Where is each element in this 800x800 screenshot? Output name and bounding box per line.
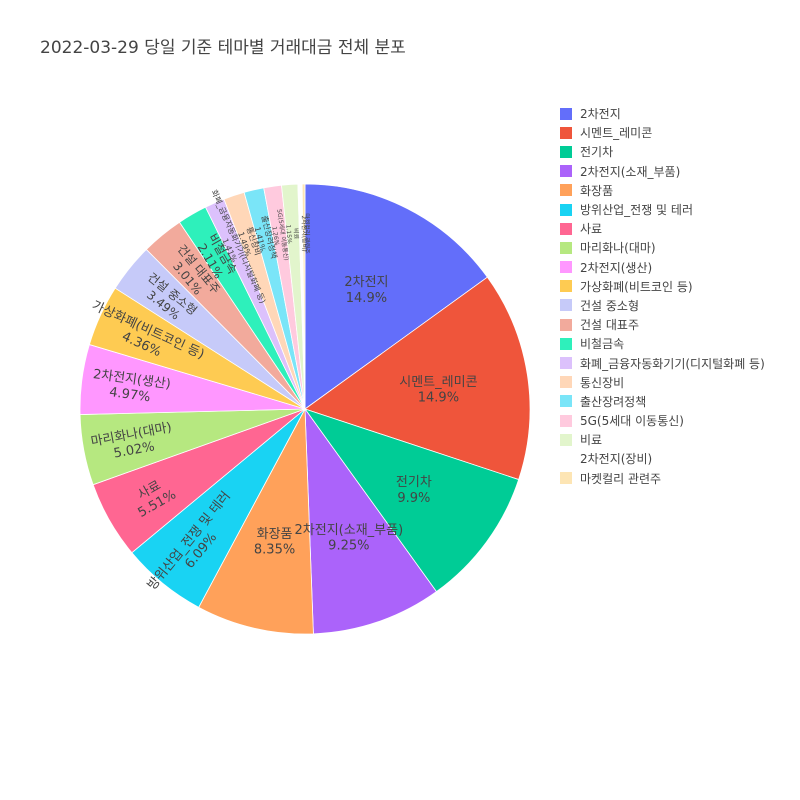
legend-swatch bbox=[560, 414, 572, 427]
legend-label: 2차전지 bbox=[580, 107, 621, 122]
legend-item[interactable]: 비철금속 bbox=[560, 334, 765, 353]
legend-label: 시멘트_레미콘 bbox=[580, 126, 653, 141]
slice-percent: 9.25% bbox=[328, 539, 369, 554]
legend-item[interactable]: 화장품 bbox=[560, 181, 765, 200]
legend-label: 가상화폐(비트코인 등) bbox=[580, 279, 693, 294]
legend-item[interactable]: 시멘트_레미콘 bbox=[560, 123, 765, 142]
legend-item[interactable]: 전기차 bbox=[560, 142, 765, 161]
slice-label: 화장품 8.35% bbox=[254, 527, 295, 558]
legend-label: 건설 대표주 bbox=[580, 318, 640, 333]
pie-slice bbox=[301, 183, 306, 410]
slice-label: 전기차 9.9% bbox=[396, 475, 432, 506]
legend-item[interactable]: 건설 중소형 bbox=[560, 296, 765, 315]
legend-label: 마리화나(대마) bbox=[580, 241, 656, 256]
legend-swatch bbox=[560, 241, 572, 254]
slice-percent: 9.9% bbox=[397, 491, 430, 506]
legend-item[interactable]: 2차전지(장비) bbox=[560, 449, 765, 468]
pie-slice bbox=[304, 183, 488, 410]
slice-label: 2차전지(장비) bbox=[300, 215, 309, 251]
slice-percent: 14.9% bbox=[346, 291, 387, 306]
legend-label: 2차전지(소재_부품) bbox=[580, 164, 681, 179]
legend-label: 2차전지(생산) bbox=[580, 260, 653, 275]
legend-item[interactable]: 화폐_금융자동화기기(디지털화폐 등) bbox=[560, 353, 765, 372]
slice-name: 2차전지(장비) bbox=[300, 215, 309, 251]
pie-slice bbox=[304, 407, 438, 635]
legend-item[interactable]: 가상화폐(비트코인 등) bbox=[560, 277, 765, 296]
slice-percent: 5.02% bbox=[113, 439, 156, 461]
slice-name: 화장품 bbox=[257, 527, 293, 542]
legend-item[interactable]: 사료 bbox=[560, 219, 765, 238]
pie-slice bbox=[303, 408, 520, 593]
legend-item[interactable]: 비료 bbox=[560, 430, 765, 449]
legend-label: 비철금속 bbox=[580, 337, 625, 352]
pie-slice bbox=[304, 276, 531, 481]
legend-label: 화장품 bbox=[580, 183, 614, 198]
slice-percent: 4.97% bbox=[108, 385, 151, 405]
slice-label: 마켓컬리 관련주 bbox=[303, 213, 311, 254]
slice-name: 2차전지(소재_부품) bbox=[295, 523, 404, 538]
legend-swatch bbox=[560, 452, 572, 465]
legend-item[interactable]: 방위산업_전쟁 및 테러 bbox=[560, 200, 765, 219]
legend-label: 전기차 bbox=[580, 145, 614, 160]
legend-label: 비료 bbox=[580, 433, 603, 448]
legend-swatch bbox=[560, 165, 572, 178]
legend-swatch bbox=[560, 107, 572, 120]
legend-swatch bbox=[560, 222, 572, 235]
legend-swatch bbox=[560, 376, 572, 389]
legend-item[interactable]: 건설 대표주 bbox=[560, 315, 765, 334]
legend-item[interactable]: 5G(5세대 이동통신) bbox=[560, 411, 765, 430]
slice-label: 시멘트_레미콘 14.9% bbox=[399, 375, 477, 406]
legend-swatch bbox=[560, 337, 572, 350]
legend-item[interactable]: 2차전지(소재_부품) bbox=[560, 162, 765, 181]
legend-item[interactable]: 마리화나(대마) bbox=[560, 238, 765, 257]
slice-percent: 8.35% bbox=[254, 543, 295, 558]
pie-slice bbox=[198, 407, 314, 635]
legend-item[interactable]: 출산장려정책 bbox=[560, 392, 765, 411]
legend-label: 방위산업_전쟁 및 테러 bbox=[580, 203, 693, 218]
legend-label: 2차전지(장비) bbox=[580, 452, 653, 467]
legend-swatch bbox=[560, 433, 572, 446]
slice-name: 마켓컬리 관련주 bbox=[303, 213, 311, 254]
legend-swatch bbox=[560, 280, 572, 293]
slice-percent: 1.26% bbox=[270, 226, 280, 246]
legend-label: 5G(5세대 이동통신) bbox=[580, 414, 684, 429]
legend-item[interactable]: 마켓컬리 관련주 bbox=[560, 469, 765, 488]
slice-label: 2차전지(소재_부품) 9.25% bbox=[295, 523, 404, 554]
slice-name: 비료 bbox=[292, 228, 301, 240]
legend-label: 출산장려정책 bbox=[580, 394, 647, 409]
slice-label: 비료1.15% bbox=[284, 224, 300, 244]
slice-name: 전기차 bbox=[396, 475, 432, 490]
legend-item[interactable]: 통신장비 bbox=[560, 373, 765, 392]
legend-item[interactable]: 2차전지(생산) bbox=[560, 258, 765, 277]
legend-label: 사료 bbox=[580, 222, 603, 237]
legend-swatch bbox=[560, 472, 572, 485]
slice-percent: 14.9% bbox=[418, 390, 459, 405]
legend-label: 화폐_금융자동화기기(디지털화폐 등) bbox=[580, 356, 765, 371]
legend-label: 통신장비 bbox=[580, 375, 625, 390]
legend-swatch bbox=[560, 357, 572, 370]
legend-swatch bbox=[560, 299, 572, 312]
legend-label: 마켓컬리 관련주 bbox=[580, 471, 662, 486]
legend-item[interactable]: 2차전지 bbox=[560, 104, 765, 123]
legend-swatch bbox=[560, 145, 572, 158]
slice-percent: 1.15% bbox=[284, 224, 292, 244]
legend-swatch bbox=[560, 184, 572, 197]
legend-swatch bbox=[560, 261, 572, 274]
chart-title: 2022-03-29 당일 기준 테마별 거래대금 전체 분포 bbox=[40, 38, 406, 58]
legend-label: 건설 중소형 bbox=[580, 298, 640, 313]
slice-label: 2차전지 14.9% bbox=[344, 275, 388, 306]
legend-swatch bbox=[560, 395, 572, 408]
legend-swatch bbox=[560, 318, 572, 331]
slice-name: 2차전지 bbox=[344, 275, 388, 290]
legend-swatch bbox=[560, 126, 572, 139]
legend-swatch bbox=[560, 203, 572, 216]
slice-name: 시멘트_레미콘 bbox=[399, 375, 477, 390]
